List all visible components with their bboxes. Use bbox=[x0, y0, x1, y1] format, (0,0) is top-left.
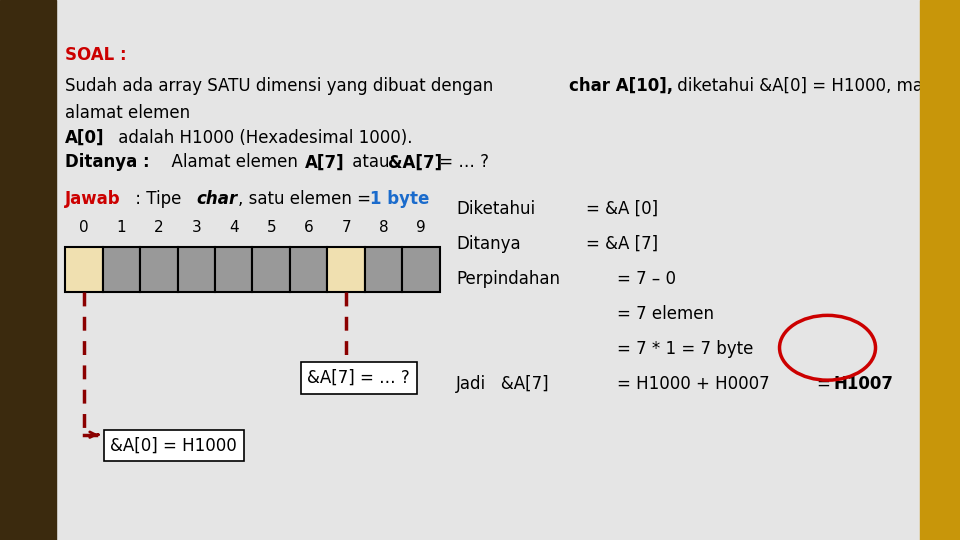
Text: =: = bbox=[817, 375, 836, 393]
Bar bbox=[0, 0, 56, 540]
Bar bbox=[103, 247, 140, 292]
Text: &A[7]: &A[7] bbox=[388, 153, 442, 171]
Text: Ditanya: Ditanya bbox=[456, 235, 520, 253]
Bar bbox=[215, 247, 252, 292]
Text: 9: 9 bbox=[416, 220, 426, 235]
Text: Jadi   &A[7]: Jadi &A[7] bbox=[456, 375, 550, 393]
Text: , satu elemen =: , satu elemen = bbox=[238, 190, 376, 208]
Text: Ditanya :: Ditanya : bbox=[65, 153, 150, 171]
Text: = &A [7]: = &A [7] bbox=[586, 235, 658, 253]
Text: = … ?: = … ? bbox=[434, 153, 489, 171]
Bar bbox=[365, 247, 402, 292]
Bar bbox=[140, 247, 178, 292]
Bar bbox=[178, 247, 215, 292]
Text: 5: 5 bbox=[266, 220, 276, 235]
Text: = 7 – 0: = 7 – 0 bbox=[617, 270, 676, 288]
Bar bbox=[402, 247, 440, 292]
Text: 4: 4 bbox=[228, 220, 239, 235]
Text: alamat elemen: alamat elemen bbox=[65, 104, 190, 122]
Bar bbox=[290, 247, 327, 292]
Text: 8: 8 bbox=[378, 220, 389, 235]
Text: &A[7] = … ?: &A[7] = … ? bbox=[307, 369, 410, 387]
Text: 2: 2 bbox=[154, 220, 164, 235]
Text: 7: 7 bbox=[341, 220, 351, 235]
Text: = &A [0]: = &A [0] bbox=[586, 200, 658, 218]
Text: H1007: H1007 bbox=[833, 375, 893, 393]
Text: 1: 1 bbox=[116, 220, 127, 235]
Text: char A[10],: char A[10], bbox=[569, 77, 673, 94]
Bar bbox=[920, 0, 960, 540]
Text: Alamat elemen: Alamat elemen bbox=[161, 153, 303, 171]
Bar bbox=[65, 247, 103, 292]
Bar bbox=[327, 247, 365, 292]
Text: Sudah ada array SATU dimensi yang dibuat dengan: Sudah ada array SATU dimensi yang dibuat… bbox=[65, 77, 499, 94]
Text: 1 byte: 1 byte bbox=[370, 190, 429, 208]
Text: &A[0] = H1000: &A[0] = H1000 bbox=[110, 436, 237, 455]
Text: adalah H1000 (Hexadesimal 1000).: adalah H1000 (Hexadesimal 1000). bbox=[113, 129, 413, 146]
Text: 0: 0 bbox=[79, 220, 89, 235]
Text: = 7 elemen: = 7 elemen bbox=[617, 305, 714, 323]
Text: Jawab: Jawab bbox=[65, 190, 121, 208]
Bar bbox=[252, 247, 290, 292]
Text: 6: 6 bbox=[303, 220, 314, 235]
Text: SOAL :: SOAL : bbox=[65, 46, 127, 64]
Text: atau: atau bbox=[347, 153, 395, 171]
Text: A[0]: A[0] bbox=[65, 129, 105, 146]
Text: 3: 3 bbox=[191, 220, 202, 235]
Text: : Tipe: : Tipe bbox=[130, 190, 186, 208]
Text: A[7]: A[7] bbox=[305, 153, 345, 171]
Text: Diketahui: Diketahui bbox=[456, 200, 535, 218]
Text: = 7 * 1 = 7 byte: = 7 * 1 = 7 byte bbox=[617, 340, 754, 358]
Text: char: char bbox=[197, 190, 238, 208]
Text: = H1000 + H0007: = H1000 + H0007 bbox=[617, 375, 770, 393]
Text: Perpindahan: Perpindahan bbox=[456, 270, 560, 288]
Text: diketahui &A[0] = H1000, maksudnya: diketahui &A[0] = H1000, maksudnya bbox=[672, 77, 960, 94]
